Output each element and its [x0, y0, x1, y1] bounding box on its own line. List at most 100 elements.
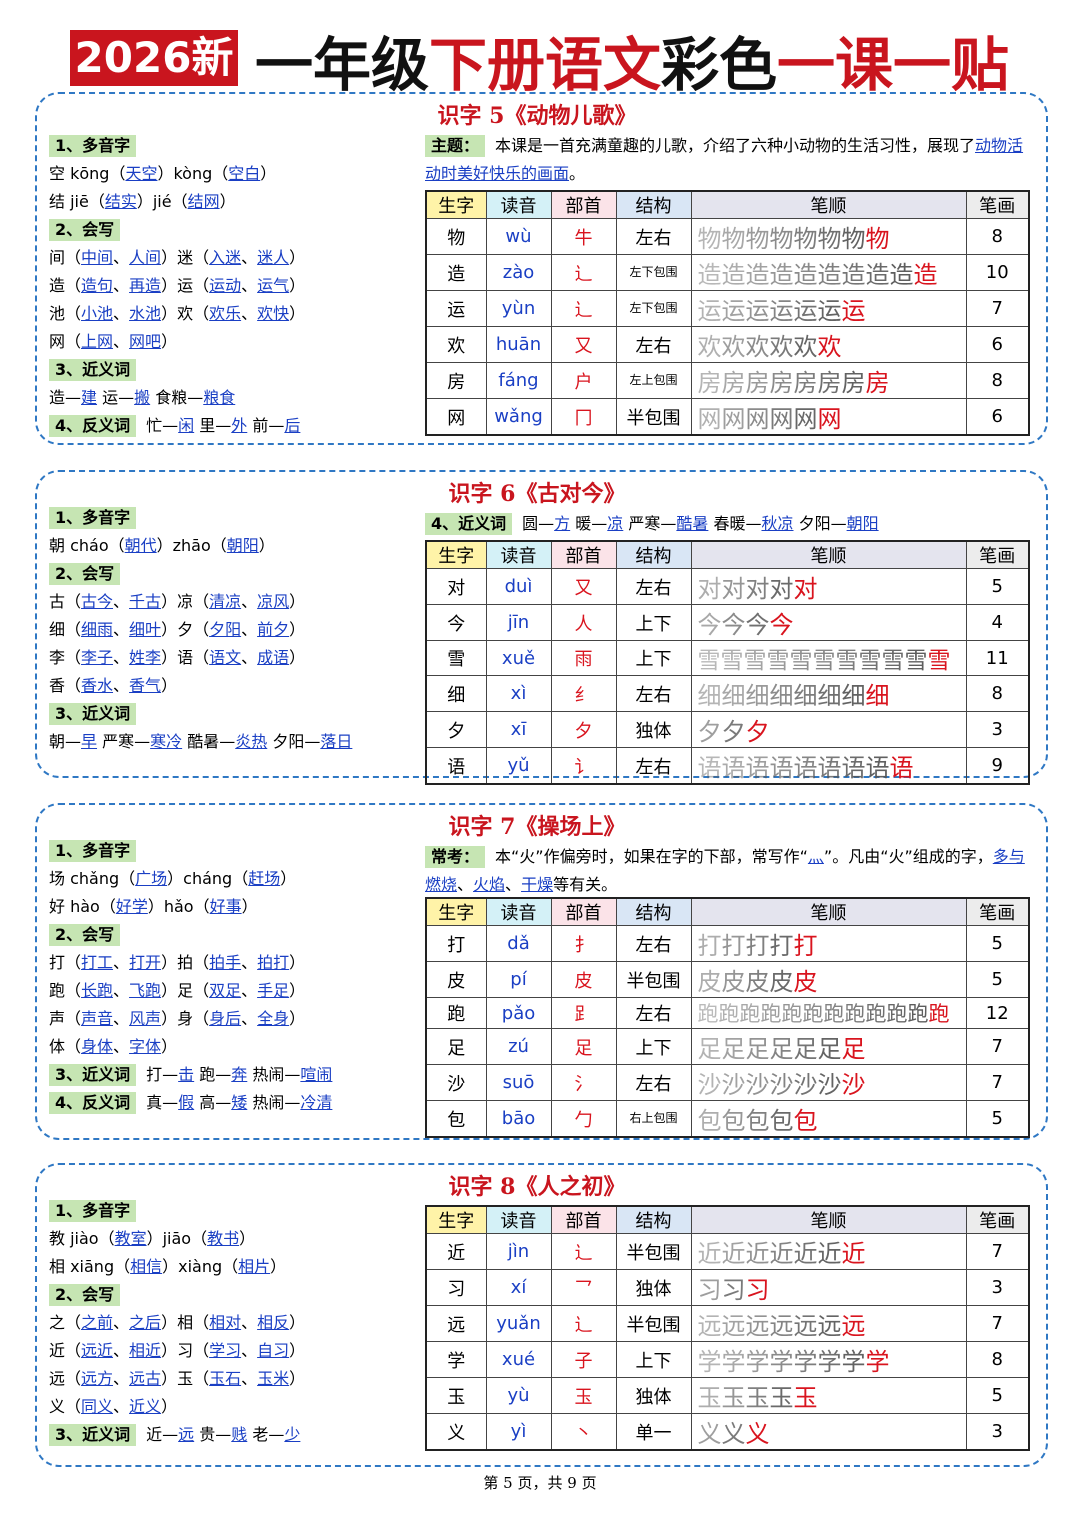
linked-word: 朝阳 — [846, 514, 879, 533]
radical: 扌 — [550, 925, 617, 962]
stroke-count: 3 — [965, 1269, 1030, 1306]
char-row: 运 yùn 辶左下包围 运运运运运运运 7 — [425, 290, 1030, 327]
header-cell: 结构 — [615, 190, 692, 219]
structure: 左右 — [615, 675, 692, 712]
text: 、 — [241, 248, 258, 267]
text-line: 朝 cháo（朝代）zhāo（朝阳） — [49, 532, 419, 560]
note: 常考： 本“火”作偏旁时，如果在字的下部，常写作“灬”。凡由“火”组成的字，多与燃… — [425, 843, 1035, 899]
stroke-order: 包包包包包 — [690, 1100, 967, 1138]
text: 食粮— — [150, 388, 204, 407]
title-part: 一年级 — [255, 31, 430, 99]
pinyin: jìn — [485, 1233, 552, 1270]
pinyin: xí — [485, 1269, 552, 1306]
header-row: 生字 读音 部首 结构 笔顺 笔画 — [425, 190, 1030, 219]
stroke-step: 包 — [721, 1107, 746, 1135]
text: 严寒— — [97, 732, 151, 751]
linked-word: 长跑 — [81, 981, 114, 1000]
text: 严寒— — [623, 514, 677, 533]
stroke-order: 足足足足足足足 — [690, 1028, 967, 1065]
character: 物 — [425, 218, 487, 255]
text-line: 细（细雨、细叶）夕（夕阳、前夕） — [49, 616, 419, 644]
text: ）欢（ — [161, 304, 210, 323]
radical: 冂 — [550, 398, 617, 436]
text: ）凉（ — [161, 592, 210, 611]
text-line: 远（远方、远古）玉（玉石、玉米） — [49, 1365, 419, 1393]
header-cell: 读音 — [485, 1205, 552, 1234]
text-line: 近（远近、相近）习（学习、自习） — [49, 1337, 419, 1365]
badge: 2026新 — [70, 30, 238, 86]
stroke-step: 语 — [841, 754, 866, 782]
stroke-step: 学 — [841, 1348, 866, 1376]
lesson-box: 识字 8《人之初》 1、多音字教 jiào（教室）jiāo（教书）相 xiāng（… — [35, 1163, 1048, 1467]
text: 贵— — [194, 1425, 232, 1444]
stroke-step: 足 — [721, 1035, 746, 1063]
stroke-step: 运 — [745, 297, 770, 325]
radical: 夕 — [550, 711, 617, 748]
char-row: 跑 pǎo ⻊左右 跑跑跑跑跑跑跑跑跑跑跑跑 12 — [425, 997, 1030, 1029]
structure: 独体 — [615, 711, 692, 748]
stroke-count: 9 — [965, 747, 1030, 785]
text: 夕阳— — [793, 514, 847, 533]
radical: ⻊ — [550, 997, 617, 1029]
linked-word: 相近 — [129, 1341, 162, 1360]
structure: 左右 — [615, 1064, 692, 1101]
text: 真— — [146, 1093, 179, 1112]
stroke-step: 皮 — [769, 968, 794, 996]
text-line: 场 chǎng（广场）cháng（赶场） — [49, 865, 419, 893]
pinyin: fáng — [485, 362, 552, 399]
radical: 辶 — [550, 1305, 617, 1342]
stroke-step: 皮 — [697, 968, 722, 996]
stroke-step: 沙 — [817, 1071, 842, 1099]
header-cell: 部首 — [550, 190, 617, 219]
stroke-step: 网 — [721, 405, 746, 433]
character: 对 — [425, 568, 487, 605]
character: 近 — [425, 1233, 487, 1270]
linked-word: 落日 — [320, 732, 353, 751]
stroke-step: 细 — [745, 682, 770, 710]
text: ）jiāo（ — [146, 1229, 208, 1248]
stroke-step: 对 — [745, 575, 770, 603]
stroke-step: 远 — [841, 1312, 866, 1340]
stroke-step: 雪 — [743, 648, 767, 674]
linked-word: 同义 — [81, 1397, 114, 1416]
text: 、 — [241, 953, 258, 972]
stroke-step: 近 — [817, 1240, 842, 1268]
linked-word: 学习 — [209, 1341, 242, 1360]
stroke-step: 沙 — [721, 1071, 746, 1099]
stroke-step: 语 — [697, 754, 722, 782]
linked-word: 拍打 — [257, 953, 290, 972]
linked-word: 好事 — [209, 897, 242, 916]
stroke-step: 房 — [721, 369, 746, 397]
linked-word: 矮 — [231, 1093, 248, 1112]
stroke-step: 跑 — [928, 1002, 950, 1026]
text: 场 chǎng（ — [49, 869, 136, 888]
stroke-step: 欢 — [817, 333, 842, 361]
character: 运 — [425, 290, 487, 327]
text: ）zhāo（ — [156, 536, 227, 555]
text: 、 — [241, 1341, 258, 1360]
stroke-step: 跑 — [907, 1002, 929, 1026]
section-heading-line: 1、多音字 — [49, 1197, 419, 1225]
stroke-step: 学 — [817, 1348, 842, 1376]
stroke-order: 夕夕夕 — [690, 711, 967, 748]
stroke-step: 细 — [841, 682, 866, 710]
linked-word: 击 — [178, 1065, 195, 1084]
text: ） — [289, 953, 306, 972]
stroke-step: 语 — [793, 754, 818, 782]
linked-word: 凉 — [607, 514, 624, 533]
text: 、 — [113, 1341, 130, 1360]
structure: 左右 — [615, 218, 692, 255]
stroke-step: 义 — [745, 1420, 770, 1448]
section-heading: 2、会写 — [49, 219, 121, 241]
text: 等有关。 — [553, 875, 618, 894]
text: 细（ — [49, 620, 82, 639]
stroke-order: 今今今今 — [690, 604, 967, 641]
linked-word: 欢乐 — [209, 304, 242, 323]
char-row: 房 fáng 户左上包围 房房房房房房房房 8 — [425, 362, 1030, 399]
stroke-step: 皮 — [721, 968, 746, 996]
char-table: 生字 读音 部首 结构 笔顺 笔画物 wù 牛左右 物物物物物物物物 8 造 zào 辶左下包围 造造造造… — [425, 190, 1030, 436]
linked-word: 迷人 — [257, 248, 290, 267]
page-title: 一年级下册语文彩色一课一贴 — [255, 18, 1009, 102]
section-heading: 1、多音字 — [49, 1200, 137, 1222]
text-line: 好 hào（好学）hǎo（好事） — [49, 893, 419, 921]
